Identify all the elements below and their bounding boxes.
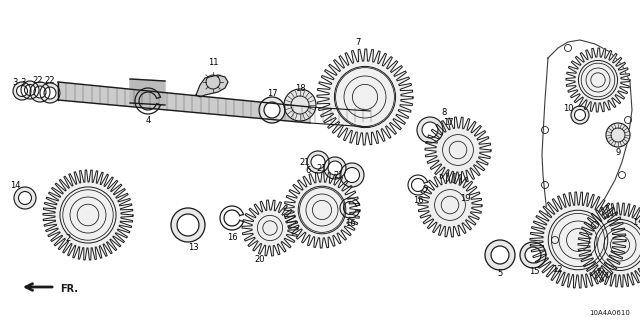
Polygon shape: [284, 172, 360, 248]
Circle shape: [491, 246, 509, 264]
Text: 14: 14: [10, 180, 20, 189]
Circle shape: [21, 81, 39, 99]
Circle shape: [520, 242, 546, 268]
Polygon shape: [530, 192, 626, 288]
Circle shape: [328, 161, 342, 175]
Circle shape: [34, 86, 46, 98]
Circle shape: [171, 208, 205, 242]
Circle shape: [177, 214, 199, 236]
Text: 17: 17: [267, 89, 277, 98]
Text: 16: 16: [345, 219, 355, 228]
Polygon shape: [317, 49, 413, 145]
Circle shape: [307, 151, 329, 173]
Polygon shape: [130, 79, 165, 105]
Circle shape: [19, 191, 31, 204]
Text: 12: 12: [552, 266, 563, 275]
Text: 20: 20: [255, 255, 265, 265]
Text: 19: 19: [460, 194, 470, 203]
Circle shape: [13, 82, 31, 100]
Polygon shape: [196, 75, 228, 97]
Circle shape: [17, 85, 28, 97]
Text: 11: 11: [208, 58, 218, 67]
Text: 17: 17: [443, 117, 453, 126]
Circle shape: [284, 89, 316, 121]
Text: 10A4A0610: 10A4A0610: [589, 310, 630, 316]
Text: 18: 18: [294, 84, 305, 92]
Text: 2: 2: [65, 234, 70, 243]
Text: 21: 21: [317, 164, 327, 172]
Text: 9: 9: [616, 148, 621, 156]
Circle shape: [14, 187, 36, 209]
Circle shape: [606, 123, 630, 147]
Circle shape: [422, 122, 438, 138]
Circle shape: [259, 97, 285, 123]
Circle shape: [575, 109, 586, 121]
Circle shape: [44, 87, 56, 99]
Circle shape: [24, 84, 35, 95]
Circle shape: [571, 106, 589, 124]
Text: 5: 5: [497, 268, 502, 277]
Text: 7: 7: [355, 37, 361, 46]
Polygon shape: [242, 200, 298, 256]
Circle shape: [525, 247, 541, 263]
Circle shape: [340, 163, 364, 187]
Text: 3: 3: [20, 77, 26, 86]
Circle shape: [485, 240, 515, 270]
Polygon shape: [418, 173, 482, 237]
Text: 22: 22: [45, 76, 55, 84]
Circle shape: [324, 157, 346, 179]
Text: 10: 10: [563, 103, 573, 113]
Circle shape: [417, 117, 443, 143]
Polygon shape: [578, 203, 640, 287]
Text: 6: 6: [305, 165, 310, 174]
Circle shape: [264, 102, 280, 118]
Text: 16: 16: [227, 233, 237, 242]
Text: 16: 16: [413, 196, 423, 204]
Circle shape: [344, 167, 360, 182]
Text: 21: 21: [300, 157, 310, 166]
Text: 21: 21: [333, 171, 344, 180]
Text: 22: 22: [33, 76, 44, 84]
Circle shape: [311, 155, 325, 169]
Polygon shape: [58, 82, 310, 123]
Text: 15: 15: [529, 268, 540, 276]
Polygon shape: [566, 48, 630, 112]
Text: 8: 8: [442, 108, 447, 116]
Text: 4: 4: [145, 116, 150, 124]
Text: 1: 1: [632, 218, 637, 227]
Circle shape: [40, 83, 60, 103]
Text: 13: 13: [188, 243, 198, 252]
Polygon shape: [425, 117, 491, 183]
Circle shape: [30, 82, 50, 102]
Text: 3: 3: [12, 77, 18, 86]
Text: FR.: FR.: [60, 284, 78, 294]
Polygon shape: [43, 170, 133, 260]
